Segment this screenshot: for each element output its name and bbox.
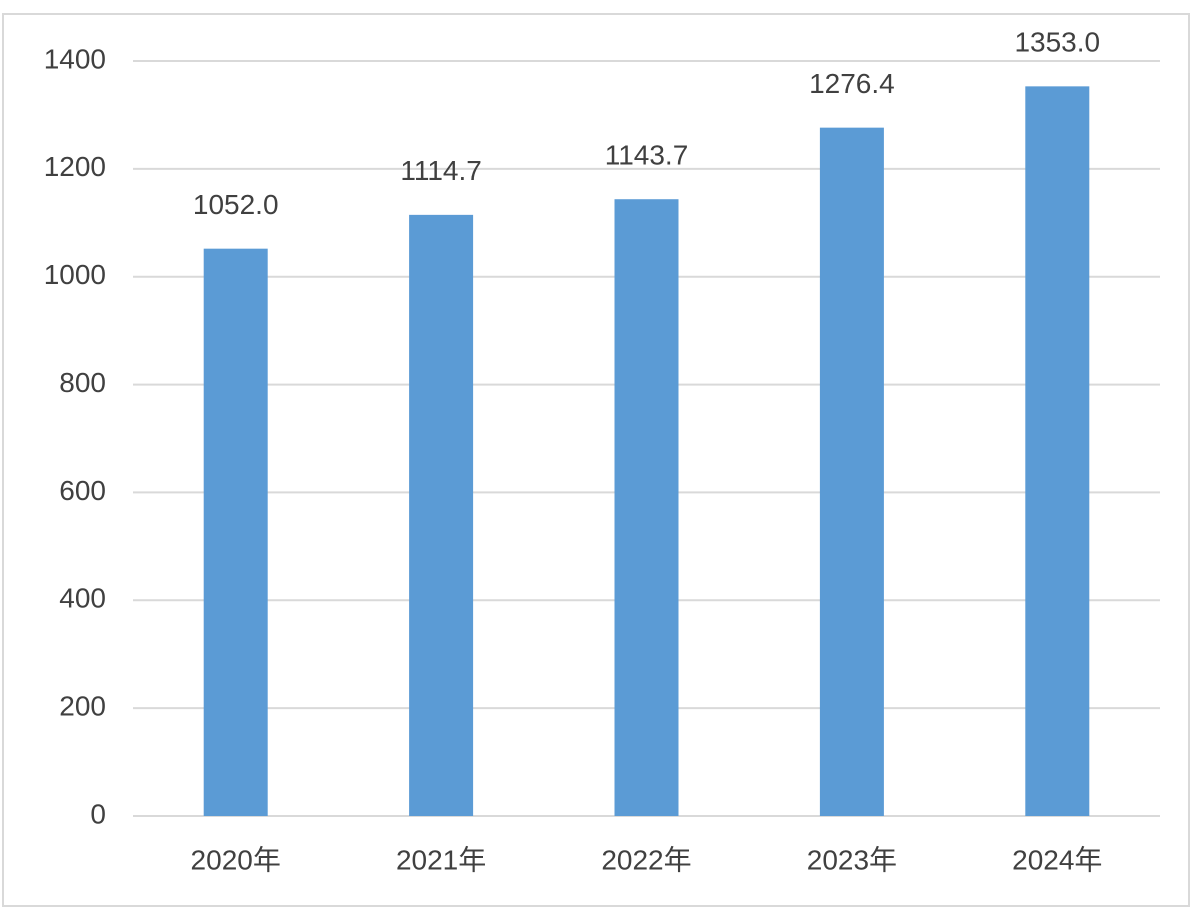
x-tick-label: 2023年 [807, 844, 897, 875]
value-label: 1353.0 [1014, 27, 1100, 58]
y-tick-label: 400 [59, 583, 106, 614]
x-tick-label: 2021年 [396, 844, 486, 875]
value-label: 1143.7 [605, 140, 689, 171]
y-tick-label: 800 [59, 367, 106, 398]
bar [819, 127, 884, 817]
bar [614, 199, 679, 816]
y-tick-label: 0 [90, 798, 106, 829]
y-tick-label: 600 [59, 475, 106, 506]
x-tick-label: 2024年 [1012, 844, 1102, 875]
x-tick-label: 2022年 [601, 844, 691, 875]
y-tick-label: 1200 [44, 151, 106, 182]
value-label: 1114.7 [400, 155, 481, 186]
value-label: 1276.4 [809, 68, 895, 99]
value-label: 1052.0 [193, 189, 279, 220]
bar [203, 248, 268, 816]
y-tick-label: 1000 [44, 259, 106, 290]
x-tick-label: 2020年 [191, 844, 281, 875]
chart-frame [2, 13, 1190, 907]
y-tick-label: 200 [59, 691, 106, 722]
bar [1025, 86, 1090, 816]
bar [409, 214, 474, 816]
y-tick-label: 1400 [44, 43, 106, 74]
